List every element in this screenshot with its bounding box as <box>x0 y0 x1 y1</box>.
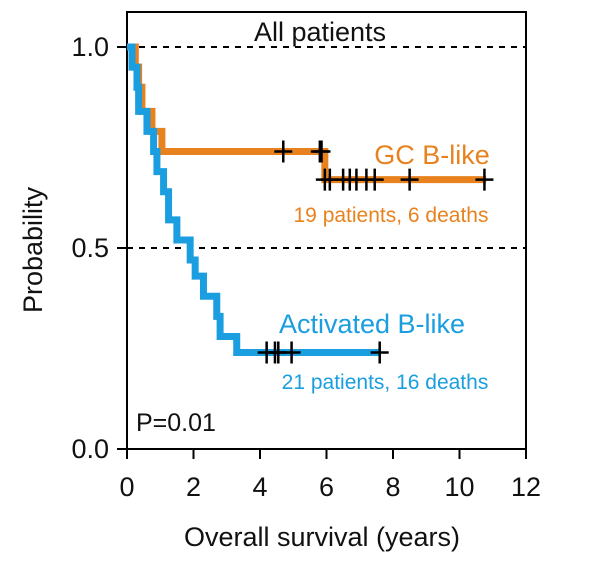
x-tick-label: 12 <box>511 472 541 502</box>
gc-censor-mark <box>365 168 384 191</box>
y-axis-title: Probability <box>18 186 48 313</box>
x-tick-label: 10 <box>444 472 474 502</box>
x-tick-label: 0 <box>119 472 134 502</box>
y-tick-label: 0.5 <box>71 233 109 263</box>
abc-censor-mark <box>282 341 301 364</box>
abc-series-label: Activated B-like <box>279 309 465 339</box>
y-tick-label: 1.0 <box>71 32 109 62</box>
x-tick-label: 2 <box>186 472 201 502</box>
gc-series-label: GC B-like <box>374 140 490 170</box>
y-axis: 0.0 0.5 1.0 <box>71 32 127 464</box>
abc-censor-mark <box>370 341 389 364</box>
gc-series-subtitle: 19 patients, 6 deaths <box>294 204 489 227</box>
gc-censor-mark <box>475 168 494 191</box>
x-axis-title: Overall survival (years) <box>184 522 460 552</box>
x-tick-label: 8 <box>385 472 400 502</box>
gc-censor-mark <box>400 168 419 191</box>
chart-title: All patients <box>254 17 386 47</box>
x-tick-label: 4 <box>252 472 267 502</box>
x-tick-label: 6 <box>319 472 334 502</box>
y-tick-label: 0.0 <box>71 434 109 464</box>
series-layer <box>127 43 494 364</box>
p-value-annotation: P=0.01 <box>136 409 216 437</box>
gc-censor-mark <box>274 140 293 163</box>
gc-censor-mark <box>312 140 331 163</box>
x-axis: 0 2 4 6 8 10 12 <box>119 449 541 502</box>
abc-survival-curve <box>127 43 380 357</box>
abc-series-subtitle: 21 patients, 16 deaths <box>282 371 489 394</box>
